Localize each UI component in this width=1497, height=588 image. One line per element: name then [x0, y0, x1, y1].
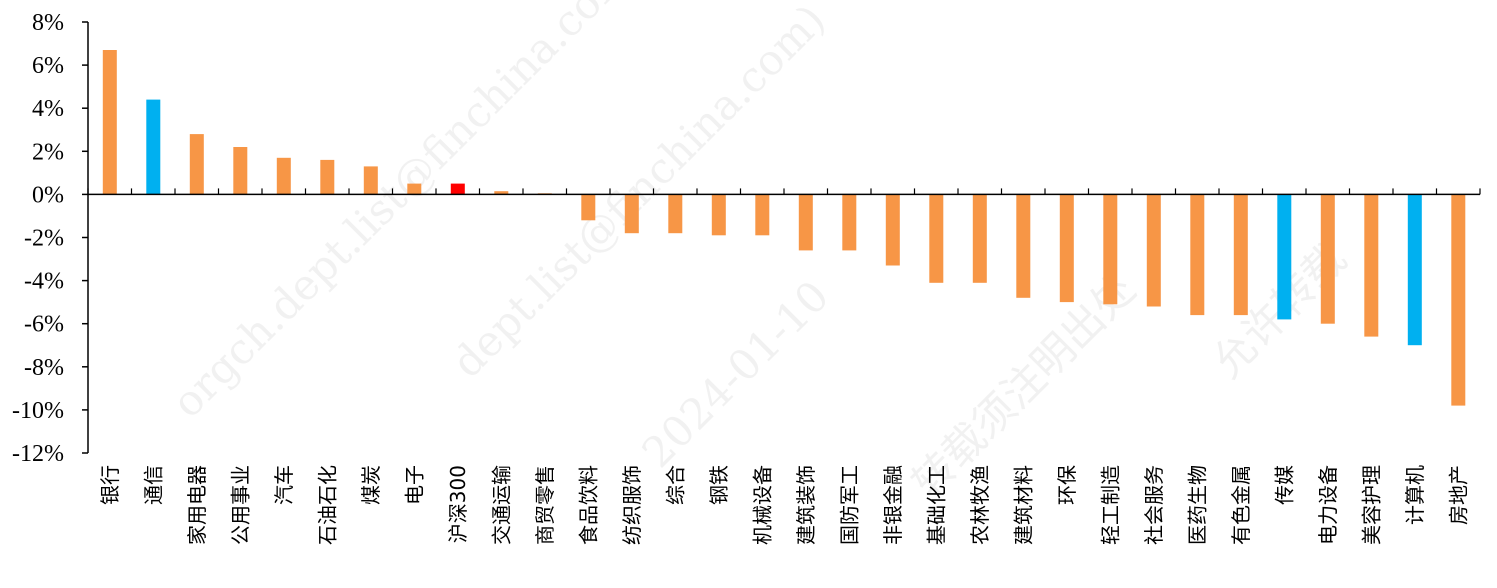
- bar-27: [1277, 194, 1292, 320]
- x-tick-label: 纺织服饰: [620, 465, 644, 545]
- bar-4: [276, 157, 291, 195]
- x-tick-label: 商贸零售: [533, 465, 557, 545]
- x-tick-label: 电子: [402, 465, 426, 505]
- bar-30: [1407, 194, 1422, 346]
- bar-0: [102, 50, 117, 195]
- y-axis: 8% 6% 4% 2% 0% -2% -4% -6% -8% -10% -12%: [12, 10, 89, 467]
- x-tick-label: 计算机: [1403, 465, 1427, 525]
- y-tick-label: 0%: [32, 182, 64, 208]
- y-tick-label: -10%: [12, 398, 64, 424]
- y-tick-label: -6%: [24, 312, 64, 338]
- x-tick-label: 交通运输: [489, 465, 513, 545]
- y-tick-label: 6%: [32, 53, 64, 79]
- bar-28: [1320, 194, 1335, 324]
- x-tick-label: 房地产: [1446, 465, 1470, 525]
- x-tick-label: 社会服务: [1142, 465, 1166, 545]
- x-tick-label: 通信: [141, 465, 165, 505]
- y-tick-label: -8%: [24, 355, 64, 381]
- x-tick-label: 食品饮料: [576, 465, 600, 545]
- x-tick-label: 医药生物: [1185, 465, 1209, 545]
- x-tick-label: 环保: [1055, 465, 1079, 505]
- x-tick-label: 煤炭: [359, 465, 383, 505]
- y-tick-label: -12%: [12, 441, 64, 467]
- y-tick-label: 2%: [32, 139, 64, 165]
- bar-5: [320, 159, 335, 195]
- x-tick-label: 传媒: [1272, 465, 1296, 505]
- x-tick-label: 建筑装饰: [794, 465, 818, 545]
- x-tick-label: 家用电器: [185, 465, 209, 545]
- bar-15: [755, 194, 770, 236]
- bar-24: [1146, 194, 1161, 307]
- bar-1: [146, 99, 161, 195]
- bar-31: [1451, 194, 1466, 406]
- bar-12: [624, 194, 639, 234]
- bar-18: [885, 194, 900, 266]
- x-tick-label: 沪深300: [446, 465, 470, 543]
- bar-22: [1059, 194, 1074, 303]
- x-tick-label: 基础化工: [924, 465, 948, 545]
- bar-13: [668, 194, 683, 234]
- bar-3: [233, 147, 248, 195]
- y-tick-label: 4%: [32, 96, 64, 122]
- x-axis: 银行 通信 家用电器 公用事业 汽车 石油石化 煤炭 电子 沪深300 交通运输 商贸零售 食品饮料纺…: [87, 188, 1481, 545]
- bar-7: [407, 183, 422, 195]
- x-tick-label: 机械设备: [750, 465, 774, 545]
- bar-14: [711, 194, 726, 236]
- x-tick-label: 有色金属: [1229, 465, 1253, 545]
- x-tick-label: 汽车: [272, 465, 296, 505]
- x-tick-label: 非银金融: [881, 465, 905, 545]
- watermark-text: orgch.dept.list@finchina.com): [162, 0, 651, 427]
- x-tick-label: 石油石化: [315, 465, 339, 545]
- bar-17: [842, 194, 857, 251]
- bar-16: [798, 194, 813, 251]
- bar-9: [494, 191, 509, 195]
- bar-2: [189, 134, 204, 195]
- bar-20: [972, 194, 987, 283]
- y-tick-label: -4%: [24, 269, 64, 295]
- bar-11: [581, 194, 596, 221]
- bar-29: [1364, 194, 1379, 337]
- bar-26: [1233, 194, 1248, 316]
- bar-21: [1016, 194, 1031, 298]
- x-tick-label: 农林牧渔: [968, 465, 992, 545]
- x-tick-label: 银行: [98, 465, 122, 505]
- bar-6: [363, 166, 378, 195]
- x-tick-label: 电力设备: [1316, 465, 1340, 545]
- bar-8: [450, 183, 465, 195]
- bars-group: [102, 50, 1466, 406]
- bar-19: [929, 194, 944, 283]
- bar-23: [1103, 194, 1118, 305]
- x-tick-label: 公用事业: [228, 465, 252, 545]
- bar-25: [1190, 194, 1205, 316]
- x-tick-label: 综合: [663, 465, 687, 505]
- y-tick-label: 8%: [32, 10, 64, 36]
- watermark-text: 2024-01-10: [632, 271, 838, 477]
- x-tick-label: 国防军工: [837, 465, 861, 545]
- watermark-layer: orgch.dept.list@finchina.com)dept.list@f…: [162, 0, 1355, 507]
- x-tick-label: 美容护理: [1359, 465, 1383, 545]
- x-tick-label: 建筑材料: [1011, 465, 1035, 545]
- x-tick-label: 钢铁: [707, 465, 731, 505]
- x-tick-label: 轻工制造: [1098, 465, 1122, 545]
- y-tick-label: -2%: [24, 226, 64, 252]
